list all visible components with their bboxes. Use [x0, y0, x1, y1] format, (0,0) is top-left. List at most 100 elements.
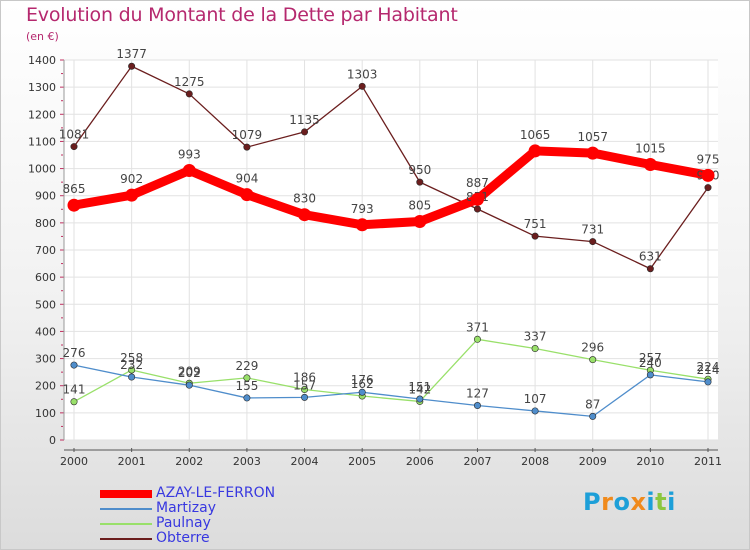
data-label: 805 — [408, 199, 431, 213]
logo-letter: r — [601, 488, 614, 516]
data-label: 1303 — [347, 67, 378, 81]
series-line-martizay — [73, 364, 709, 418]
legend-swatch — [100, 538, 152, 540]
data-point — [473, 335, 481, 343]
y-tick-label: 200 — [35, 380, 56, 393]
x-tick-label: 2011 — [694, 455, 722, 468]
data-point — [470, 192, 484, 206]
x-tick-label: 2009 — [579, 455, 607, 468]
data-point — [528, 144, 542, 158]
x-tick-label: 2003 — [233, 455, 261, 468]
data-point — [125, 188, 139, 202]
y-tick-label: 600 — [35, 271, 56, 284]
data-label: 296 — [581, 341, 604, 355]
data-label: 1377 — [116, 47, 147, 61]
data-label: 202 — [178, 366, 201, 380]
data-label: 229 — [235, 359, 258, 373]
data-label: 751 — [524, 217, 547, 231]
data-point — [301, 393, 309, 401]
data-label: 371 — [466, 320, 489, 334]
y-tick-label: 1100 — [28, 135, 56, 148]
data-label: 232 — [120, 358, 143, 372]
data-label: 157 — [293, 378, 316, 392]
data-label: 902 — [120, 172, 143, 186]
data-label: 1081 — [59, 128, 90, 142]
data-label: 155 — [235, 379, 258, 393]
data-point — [67, 198, 81, 212]
y-tick-label: 100 — [35, 407, 56, 420]
data-point — [301, 386, 309, 394]
x-tick-label: 2002 — [175, 455, 203, 468]
y-tick-label: 700 — [35, 244, 56, 257]
data-label: 887 — [466, 176, 489, 190]
y-tick-label: 800 — [35, 217, 56, 230]
y-tick-label: 1400 — [28, 54, 56, 67]
data-label: 830 — [293, 192, 316, 206]
data-label: 214 — [697, 363, 720, 377]
x-tick-label: 2008 — [521, 455, 549, 468]
data-label: 993 — [178, 147, 201, 161]
data-label: 151 — [408, 380, 431, 394]
data-point — [531, 232, 539, 240]
data-point — [473, 402, 481, 410]
data-label: 1015 — [635, 142, 666, 156]
legend-item: AZAY-LE-FERRON — [100, 485, 320, 501]
data-label: 975 — [697, 152, 720, 166]
data-label: 209 — [178, 364, 201, 378]
data-point — [70, 398, 78, 406]
data-point — [473, 205, 481, 213]
data-label: 127 — [466, 387, 489, 401]
data-point — [531, 345, 539, 353]
legend-item: Martizay — [100, 500, 320, 516]
data-point — [701, 168, 715, 182]
data-point — [358, 388, 366, 396]
y-tick-label: 1300 — [28, 81, 56, 94]
data-label: 107 — [524, 392, 547, 406]
y-tick-label: 1000 — [28, 163, 56, 176]
logo-letter: i — [667, 488, 676, 516]
x-tick-label: 2005 — [348, 455, 376, 468]
data-label: 87 — [585, 397, 600, 411]
data-point — [298, 208, 312, 222]
data-point — [586, 146, 600, 160]
data-point — [589, 238, 597, 246]
data-point — [128, 62, 136, 70]
data-label: 950 — [408, 163, 431, 177]
data-label: 258 — [120, 351, 143, 365]
data-label: 186 — [293, 371, 316, 385]
y-tick-label: 400 — [35, 325, 56, 338]
data-point — [413, 215, 427, 228]
data-label: 1275 — [174, 75, 205, 89]
data-label: 793 — [351, 202, 374, 216]
y-tick-label: 500 — [35, 298, 56, 311]
data-point — [646, 371, 654, 379]
data-label: 240 — [639, 356, 662, 370]
data-point — [531, 407, 539, 415]
data-label: 731 — [581, 223, 604, 237]
logo-letter: t — [655, 488, 668, 516]
legend: AZAY-LE-FERRON Martizay Paulnay Obterre — [100, 485, 320, 546]
legend-label: AZAY-LE-FERRON — [156, 485, 276, 501]
series-line-paulnay — [73, 338, 709, 403]
legend-label: Martizay — [156, 500, 217, 516]
data-point — [358, 82, 366, 90]
data-label: 257 — [639, 351, 662, 365]
data-point — [589, 356, 597, 364]
data-label: 142 — [408, 382, 431, 396]
x-tick-label: 2006 — [406, 455, 434, 468]
legend-swatch — [100, 523, 152, 525]
data-point — [185, 90, 193, 98]
y-tick-label: 900 — [35, 190, 56, 203]
legend-label: Obterre — [156, 530, 210, 546]
data-point — [70, 361, 78, 369]
data-label: 1065 — [520, 128, 551, 142]
data-point — [646, 265, 654, 273]
legend-swatch — [100, 490, 152, 498]
data-label: 176 — [351, 373, 374, 387]
data-point — [128, 373, 136, 381]
data-label: 904 — [235, 172, 258, 186]
proxiti-logo: Proxiti — [583, 488, 676, 516]
unit-label: (en €) — [26, 30, 59, 43]
data-point — [128, 366, 136, 374]
